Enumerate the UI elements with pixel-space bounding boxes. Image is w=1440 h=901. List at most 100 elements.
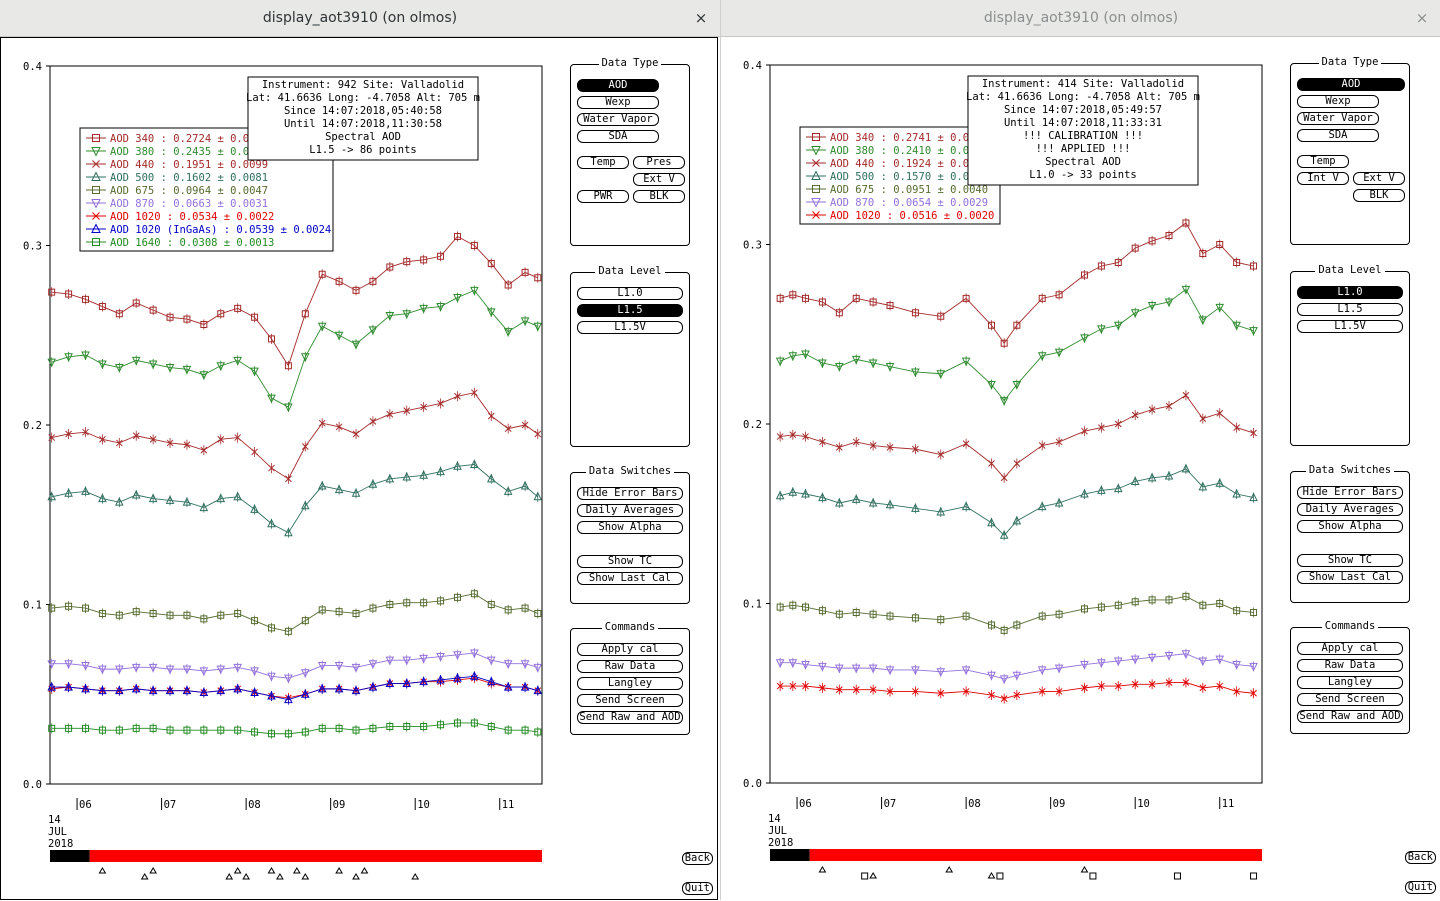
data-type-button-temp[interactable]: Temp [1297, 155, 1349, 168]
data-point [267, 335, 275, 343]
legend-marker [92, 186, 100, 194]
data-point [233, 491, 242, 501]
data-switches-button-show-alpha[interactable]: Show Alpha [577, 521, 683, 534]
left-window: display_aot3910 (on olmos) × 0.0 0.1 0.2 0.… [0, 0, 720, 900]
data-point [1130, 309, 1140, 318]
data-type-button-wexp[interactable]: Wexp [577, 96, 659, 109]
data-point [775, 357, 785, 367]
data-level-button-l1-5v[interactable]: L1.5V [1297, 320, 1403, 333]
data-point [436, 653, 445, 662]
data-point [851, 664, 861, 674]
data-point [961, 501, 971, 511]
data-point [65, 602, 73, 610]
data-point [788, 352, 798, 361]
data-point [987, 321, 995, 329]
data-type-button-int-v[interactable]: Int V [1297, 172, 1349, 185]
date-part: 2018 [768, 837, 794, 849]
data-point [470, 590, 478, 598]
data-point [937, 689, 945, 697]
series-line [51, 289, 538, 408]
x-tick-label: 10 [1137, 798, 1150, 810]
data-point [436, 674, 445, 684]
data-point [267, 624, 275, 632]
data-switches-button-hide-error-bars[interactable]: Hide Error Bars [577, 487, 683, 500]
commands-button-send-raw-and-aod[interactable]: Send Raw and AOD [1297, 710, 1403, 723]
data-type-button-ext-v[interactable]: Ext V [1353, 172, 1405, 185]
data-point [788, 487, 798, 496]
data-point [386, 410, 394, 418]
data-point [869, 610, 877, 618]
data-level-button-l1-5[interactable]: L1.5 [1297, 303, 1403, 316]
data-type-button-sda[interactable]: SDA [577, 130, 659, 143]
data-point [1097, 325, 1106, 334]
data-point [987, 517, 996, 527]
right-titlebar[interactable]: display_aot3910 (on olmos) × [721, 0, 1440, 37]
data-point [183, 726, 191, 734]
data-point [99, 436, 106, 443]
quit-button[interactable]: Quit [1404, 881, 1436, 894]
legend-entry: AOD 1020 (InGaAs) : 0.0539 ± 0.0024 [110, 224, 331, 236]
data-point [1181, 463, 1191, 473]
series-aod-1020-ingaas- [47, 671, 543, 705]
data-point [1113, 657, 1123, 667]
data-level-button-l1-0[interactable]: L1.0 [1297, 286, 1403, 299]
data-switches-button-show-tc[interactable]: Show TC [577, 555, 683, 568]
data-point [453, 719, 461, 727]
data-type-button-pwr[interactable]: PWR [577, 190, 629, 203]
data-point [962, 688, 970, 695]
data-point [1216, 409, 1224, 417]
data-point [132, 299, 140, 307]
data-switches-button-show-last-cal[interactable]: Show Last Cal [1297, 571, 1403, 584]
commands-button-raw-data[interactable]: Raw Data [577, 660, 683, 673]
data-type-button-blk[interactable]: BLK [633, 190, 685, 203]
commands-button-apply-cal[interactable]: Apply cal [577, 643, 683, 656]
data-point [301, 310, 309, 318]
data-type-button-pres[interactable]: Pres [633, 156, 685, 169]
data-level-button-l1-0[interactable]: L1.0 [577, 287, 683, 300]
commands-button-apply-cal[interactable]: Apply cal [1297, 642, 1403, 655]
info-line: !!! APPLIED !!! [1036, 143, 1131, 155]
series-aod-870 [47, 647, 543, 684]
data-switches-button-show-last-cal[interactable]: Show Last Cal [577, 572, 683, 585]
data-point [234, 726, 242, 734]
timeline-triangle-marker [360, 867, 369, 874]
data-point [886, 612, 894, 620]
data-type-button-aod[interactable]: AOD [1297, 78, 1405, 91]
data-switches-button-hide-error-bars[interactable]: Hide Error Bars [1297, 486, 1403, 499]
data-type-button-aod[interactable]: AOD [577, 79, 659, 92]
data-type-button-water-vapor[interactable]: Water Vapor [1297, 112, 1379, 125]
commands-button-langley[interactable]: Langley [1297, 676, 1403, 689]
data-type-button-ext-v[interactable]: Ext V [633, 173, 685, 186]
legend-entry: AOD 870 : 0.0663 ± 0.0031 [110, 198, 268, 210]
series-line [51, 392, 539, 480]
left-titlebar[interactable]: display_aot3910 (on olmos) × [0, 0, 720, 37]
data-point [251, 313, 259, 321]
data-switches-button-daily-averages[interactable]: Daily Averages [577, 504, 683, 517]
left-close-icon[interactable]: × [694, 9, 708, 27]
data-point [48, 724, 56, 732]
data-point [65, 290, 73, 298]
back-button[interactable]: Back [681, 852, 713, 865]
legend-entry: AOD 500 : 0.1570 ± 0.0 [830, 171, 969, 183]
data-type-button-temp[interactable]: Temp [577, 156, 629, 169]
commands-button-send-screen[interactable]: Send Screen [1297, 693, 1403, 706]
back-button[interactable]: Back [1404, 851, 1436, 864]
commands-button-send-raw-and-aod[interactable]: Send Raw and AOD [577, 711, 683, 724]
data-level-button-l1-5v[interactable]: L1.5V [577, 321, 683, 334]
data-type-button-wexp[interactable]: Wexp [1297, 95, 1379, 108]
data-type-button-sda[interactable]: SDA [1297, 129, 1379, 142]
data-point [1038, 442, 1046, 449]
commands-button-raw-data[interactable]: Raw Data [1297, 659, 1403, 672]
data-type-button-water-vapor[interactable]: Water Vapor [577, 113, 659, 126]
commands-button-send-screen[interactable]: Send Screen [577, 694, 683, 707]
quit-button[interactable]: Quit [681, 882, 713, 895]
data-switches-button-show-tc[interactable]: Show TC [1297, 554, 1403, 567]
data-switches-button-daily-averages[interactable]: Daily Averages [1297, 503, 1403, 516]
series-line [51, 677, 538, 699]
commands-button-langley[interactable]: Langley [577, 677, 683, 690]
data-switches-button-show-alpha[interactable]: Show Alpha [1297, 520, 1403, 533]
data-point [115, 497, 124, 506]
data-type-button-blk[interactable]: BLK [1353, 189, 1405, 202]
right-close-icon[interactable]: × [1415, 9, 1429, 27]
data-level-button-l1-5[interactable]: L1.5 [577, 304, 683, 317]
